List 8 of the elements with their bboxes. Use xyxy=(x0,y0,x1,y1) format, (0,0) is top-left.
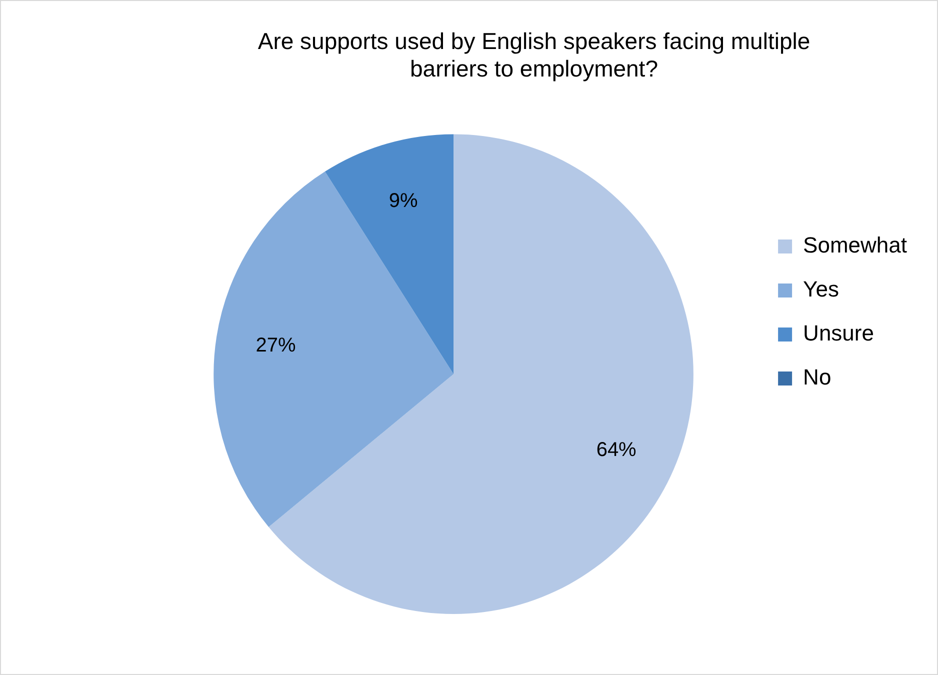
chart-title: Are supports used by English speakers facing multiple barriers to employment? xyxy=(258,28,810,82)
data-label: 27% xyxy=(256,334,296,356)
legend-label: Somewhat xyxy=(803,232,908,258)
data-label: 9% xyxy=(388,190,418,212)
legend-label: Yes xyxy=(803,276,839,302)
data-label: 64% xyxy=(596,439,637,462)
legend-label: Unsure xyxy=(803,320,874,346)
legend-label: No xyxy=(803,364,832,390)
